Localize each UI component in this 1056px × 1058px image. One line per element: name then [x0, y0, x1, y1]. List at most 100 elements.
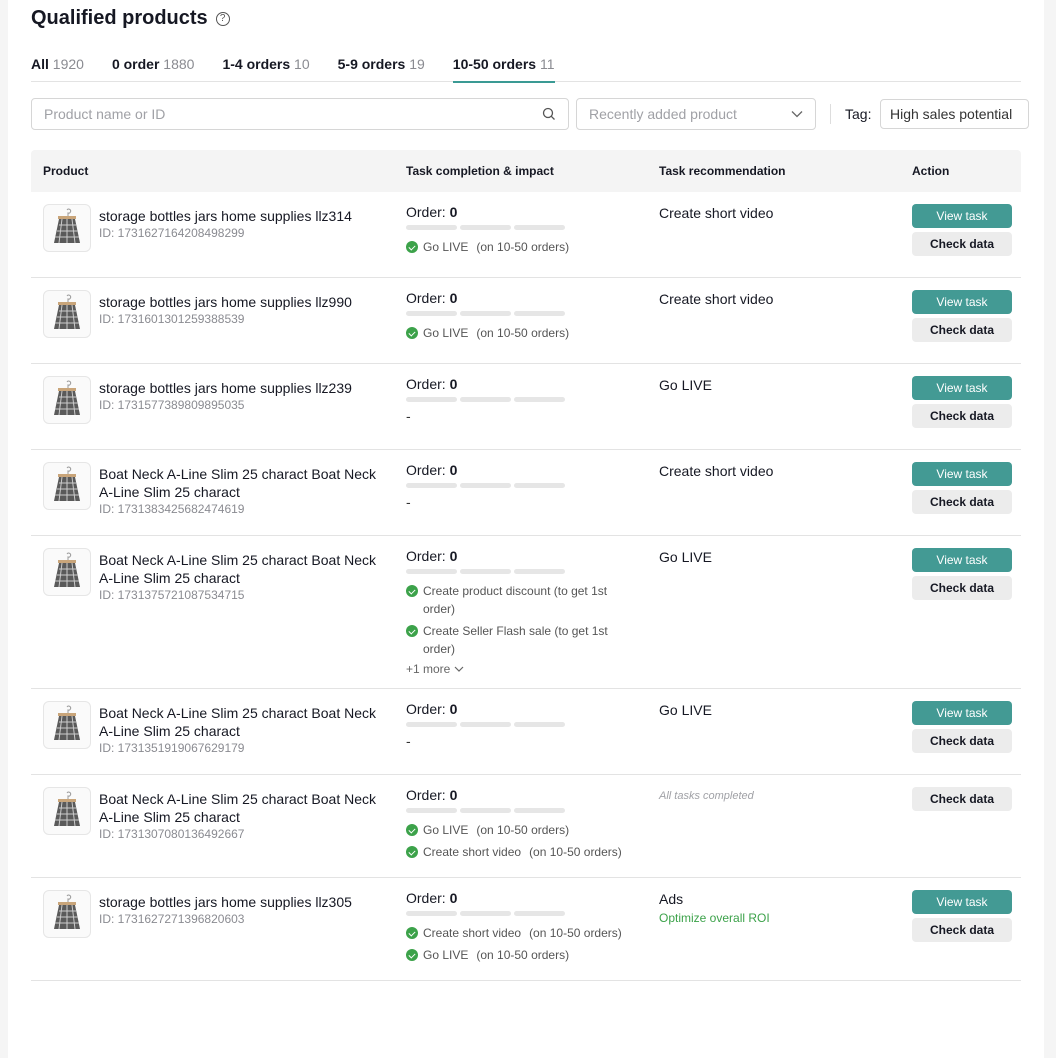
product-image: [43, 548, 91, 596]
product-image: [43, 890, 91, 938]
tab-0[interactable]: All 1920: [31, 56, 84, 72]
tab-3[interactable]: 5-9 orders 19: [337, 56, 425, 72]
product-thumbnail: [54, 894, 80, 930]
table-row: Boat Neck A-Line Slim 25 charact Boat Ne…: [31, 689, 1021, 775]
recommendation-cell: All tasks completed: [659, 788, 889, 802]
tab-2[interactable]: 1-4 orders 10: [222, 56, 310, 72]
product-id: ID: 1731577389809895035: [99, 398, 245, 412]
sort-select[interactable]: Recently added product: [576, 98, 816, 130]
page-title: Qualified products?: [31, 7, 230, 30]
check-data-button[interactable]: Check data: [912, 490, 1012, 514]
no-tasks: -: [406, 408, 411, 424]
check-data-button[interactable]: Check data: [912, 232, 1012, 256]
tab-1[interactable]: 0 order 1880: [111, 56, 195, 72]
product-image: [43, 701, 91, 749]
product-name[interactable]: Boat Neck A-Line Slim 25 charact Boat Ne…: [99, 552, 377, 586]
table-row: Boat Neck A-Line Slim 25 charact Boat Ne…: [31, 536, 1021, 689]
product-image: [43, 290, 91, 338]
check-circle-icon: [406, 824, 418, 836]
product-thumbnail: [54, 208, 80, 244]
tab-4[interactable]: 10-50 orders 11: [452, 56, 555, 83]
product-name[interactable]: storage bottles jars home supplies llz99…: [99, 294, 352, 310]
tag-label: Tag:: [845, 106, 872, 122]
check-data-button[interactable]: Check data: [912, 729, 1012, 753]
product-thumbnail: [54, 380, 80, 416]
product-thumbnail: [54, 294, 80, 330]
recommendation: Create short video: [659, 463, 774, 479]
order-tabs: All 1920 0 order 1880 1-4 orders 10 5-9 ord…: [31, 56, 1021, 83]
product-name[interactable]: Boat Neck A-Line Slim 25 charact Boat Ne…: [99, 791, 377, 825]
check-data-button[interactable]: Check data: [912, 787, 1012, 811]
task-cell: Order: 0 Go LIVE (on 10-50 orders): [406, 204, 631, 256]
recommendation-cell: Ads Optimize overall ROI: [659, 891, 889, 925]
completed-task: Create short video (on 10-50 orders): [406, 924, 631, 942]
product-cell: Boat Neck A-Line Slim 25 charact Boat Ne…: [43, 787, 383, 842]
product-thumbnail: [54, 466, 80, 502]
order-count: Order: 0: [406, 290, 458, 306]
product-name[interactable]: storage bottles jars home supplies llz31…: [99, 208, 352, 224]
recommendation: Go LIVE: [659, 702, 712, 718]
view-task-button[interactable]: View task: [912, 376, 1012, 400]
chevron-down-icon: [454, 666, 464, 672]
table-row: Boat Neck A-Line Slim 25 charact Boat Ne…: [31, 450, 1021, 536]
search-input[interactable]: [44, 106, 542, 122]
progress-bar: [406, 225, 631, 230]
product-table: storage bottles jars home supplies llz31…: [31, 192, 1021, 981]
product-id: ID: 1731601301259388539: [99, 312, 245, 326]
check-circle-icon: [406, 327, 418, 339]
product-image: [43, 376, 91, 424]
view-task-button[interactable]: View task: [912, 890, 1012, 914]
task-cell: Order: 0 Go LIVE (on 10-50 orders) Create …: [406, 787, 631, 861]
completed-task: Go LIVE (on 10-50 orders): [406, 238, 631, 256]
product-cell: storage bottles jars home supplies llz31…: [43, 204, 383, 252]
product-name[interactable]: storage bottles jars home supplies llz30…: [99, 894, 352, 910]
check-circle-icon: [406, 927, 418, 939]
check-data-button[interactable]: Check data: [912, 576, 1012, 600]
action-cell: View task Check data: [912, 890, 1012, 942]
qualified-products-panel: Qualified products? All 1920 0 order 1880…: [8, 0, 1044, 1058]
completed-task: Create Seller Flash sale (to get 1st ord…: [406, 622, 631, 658]
product-name[interactable]: storage bottles jars home supplies llz23…: [99, 380, 352, 396]
table-row: Boat Neck A-Line Slim 25 charact Boat Ne…: [31, 775, 1021, 878]
check-data-button[interactable]: Check data: [912, 318, 1012, 342]
view-task-button[interactable]: View task: [912, 462, 1012, 486]
recommendation-cell: Go LIVE: [659, 549, 889, 565]
progress-bar: [406, 397, 631, 402]
action-cell: View task Check data: [912, 204, 1012, 256]
no-tasks: -: [406, 733, 411, 749]
col-product: Product: [43, 164, 89, 178]
view-task-button[interactable]: View task: [912, 204, 1012, 228]
view-task-button[interactable]: View task: [912, 548, 1012, 572]
search-box[interactable]: [31, 98, 569, 130]
recommendation: Create short video: [659, 291, 774, 307]
help-icon[interactable]: ?: [215, 11, 230, 26]
completed-task: Go LIVE (on 10-50 orders): [406, 946, 631, 964]
check-data-button[interactable]: Check data: [912, 404, 1012, 428]
search-icon[interactable]: [542, 107, 556, 121]
check-data-button[interactable]: Check data: [912, 918, 1012, 942]
task-cell: Order: 0 Create product discount (to get…: [406, 548, 631, 676]
recommendation: Go LIVE: [659, 377, 712, 393]
product-name[interactable]: Boat Neck A-Line Slim 25 charact Boat Ne…: [99, 705, 377, 739]
progress-bar: [406, 808, 631, 813]
product-name[interactable]: Boat Neck A-Line Slim 25 charact Boat Ne…: [99, 466, 377, 500]
col-task: Task completion & impact: [406, 164, 554, 178]
tag-filter[interactable]: High sales potential: [880, 99, 1029, 129]
recommendation-cell: Go LIVE: [659, 377, 889, 393]
task-cell: Order: 0 Go LIVE (on 10-50 orders): [406, 290, 631, 342]
more-tasks-toggle[interactable]: +1 more: [406, 662, 631, 676]
product-cell: storage bottles jars home supplies llz23…: [43, 376, 383, 424]
recommendation: Ads: [659, 891, 684, 907]
recommendation-sub[interactable]: Optimize overall ROI: [659, 911, 770, 925]
col-action: Action: [912, 164, 950, 178]
product-thumbnail: [54, 705, 80, 741]
table-header: Product Task completion & impact Task re…: [31, 150, 1021, 192]
product-cell: storage bottles jars home supplies llz30…: [43, 890, 383, 938]
order-count: Order: 0: [406, 462, 458, 478]
task-cell: Order: 0 -: [406, 376, 631, 424]
completed-task: Go LIVE (on 10-50 orders): [406, 324, 631, 342]
order-count: Order: 0: [406, 376, 458, 392]
view-task-button[interactable]: View task: [912, 290, 1012, 314]
view-task-button[interactable]: View task: [912, 701, 1012, 725]
divider: [830, 104, 831, 124]
